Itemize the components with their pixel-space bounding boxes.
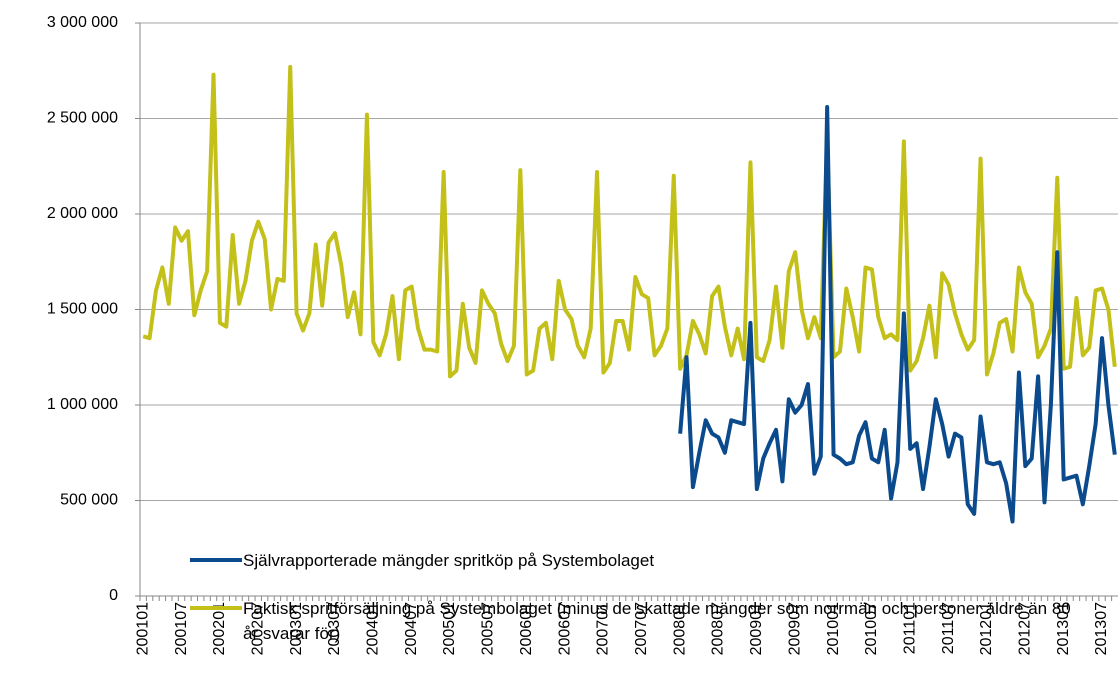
x-tick-label: 201307 [1093,602,1110,655]
x-tick-label: 200301 [288,602,305,655]
x-tick-label: 200907 [786,602,803,655]
series-line [678,105,1117,524]
x-tick-label: 201201 [978,602,995,655]
x-tick-label: 200707 [633,602,650,655]
x-tick-label: 201107 [940,602,957,654]
x-tick-label: 200201 [211,602,228,655]
y-tick-label: 2 500 000 [47,110,118,127]
x-tick-label: 200601 [518,602,535,655]
y-tick-label: 2 000 000 [47,205,118,222]
x-tick-label: 200701 [595,602,612,655]
x-tick-label: 200801 [671,602,688,655]
x-tick-label: 201101 [901,602,918,654]
x-tick-label: 201001 [825,602,842,655]
y-tick-label: 1 500 000 [47,301,118,318]
x-tick-label: 200401 [365,602,382,655]
x-tick-label: 200107 [173,602,190,655]
x-tick-label: 200507 [480,602,497,655]
x-tick-label: 200901 [748,602,765,655]
x-tick-label: 200607 [556,602,573,655]
x-tick-label: 200807 [710,602,727,655]
y-tick-label: 1 000 000 [47,396,118,413]
x-tick-label: 201301 [1055,602,1072,655]
series-line [142,64,1117,379]
x-tick-label: 200501 [441,602,458,655]
legend-label: Faktisk spritförsäljning på Systembolage… [243,599,1071,643]
legend-label: Självrapporterade mängder spritköp på Sy… [243,551,655,570]
y-tick-label: 500 000 [60,492,118,509]
x-tick-label: 200307 [326,602,343,655]
x-tick-label: 200101 [134,602,151,655]
x-tick-label: 200407 [403,602,420,655]
y-tick-label: 0 [109,587,118,604]
x-tick-label: 201007 [863,602,880,655]
x-tick-label: 201207 [1017,602,1034,655]
y-tick-label: 3 000 000 [47,14,118,31]
x-tick-label: 200207 [249,602,266,655]
